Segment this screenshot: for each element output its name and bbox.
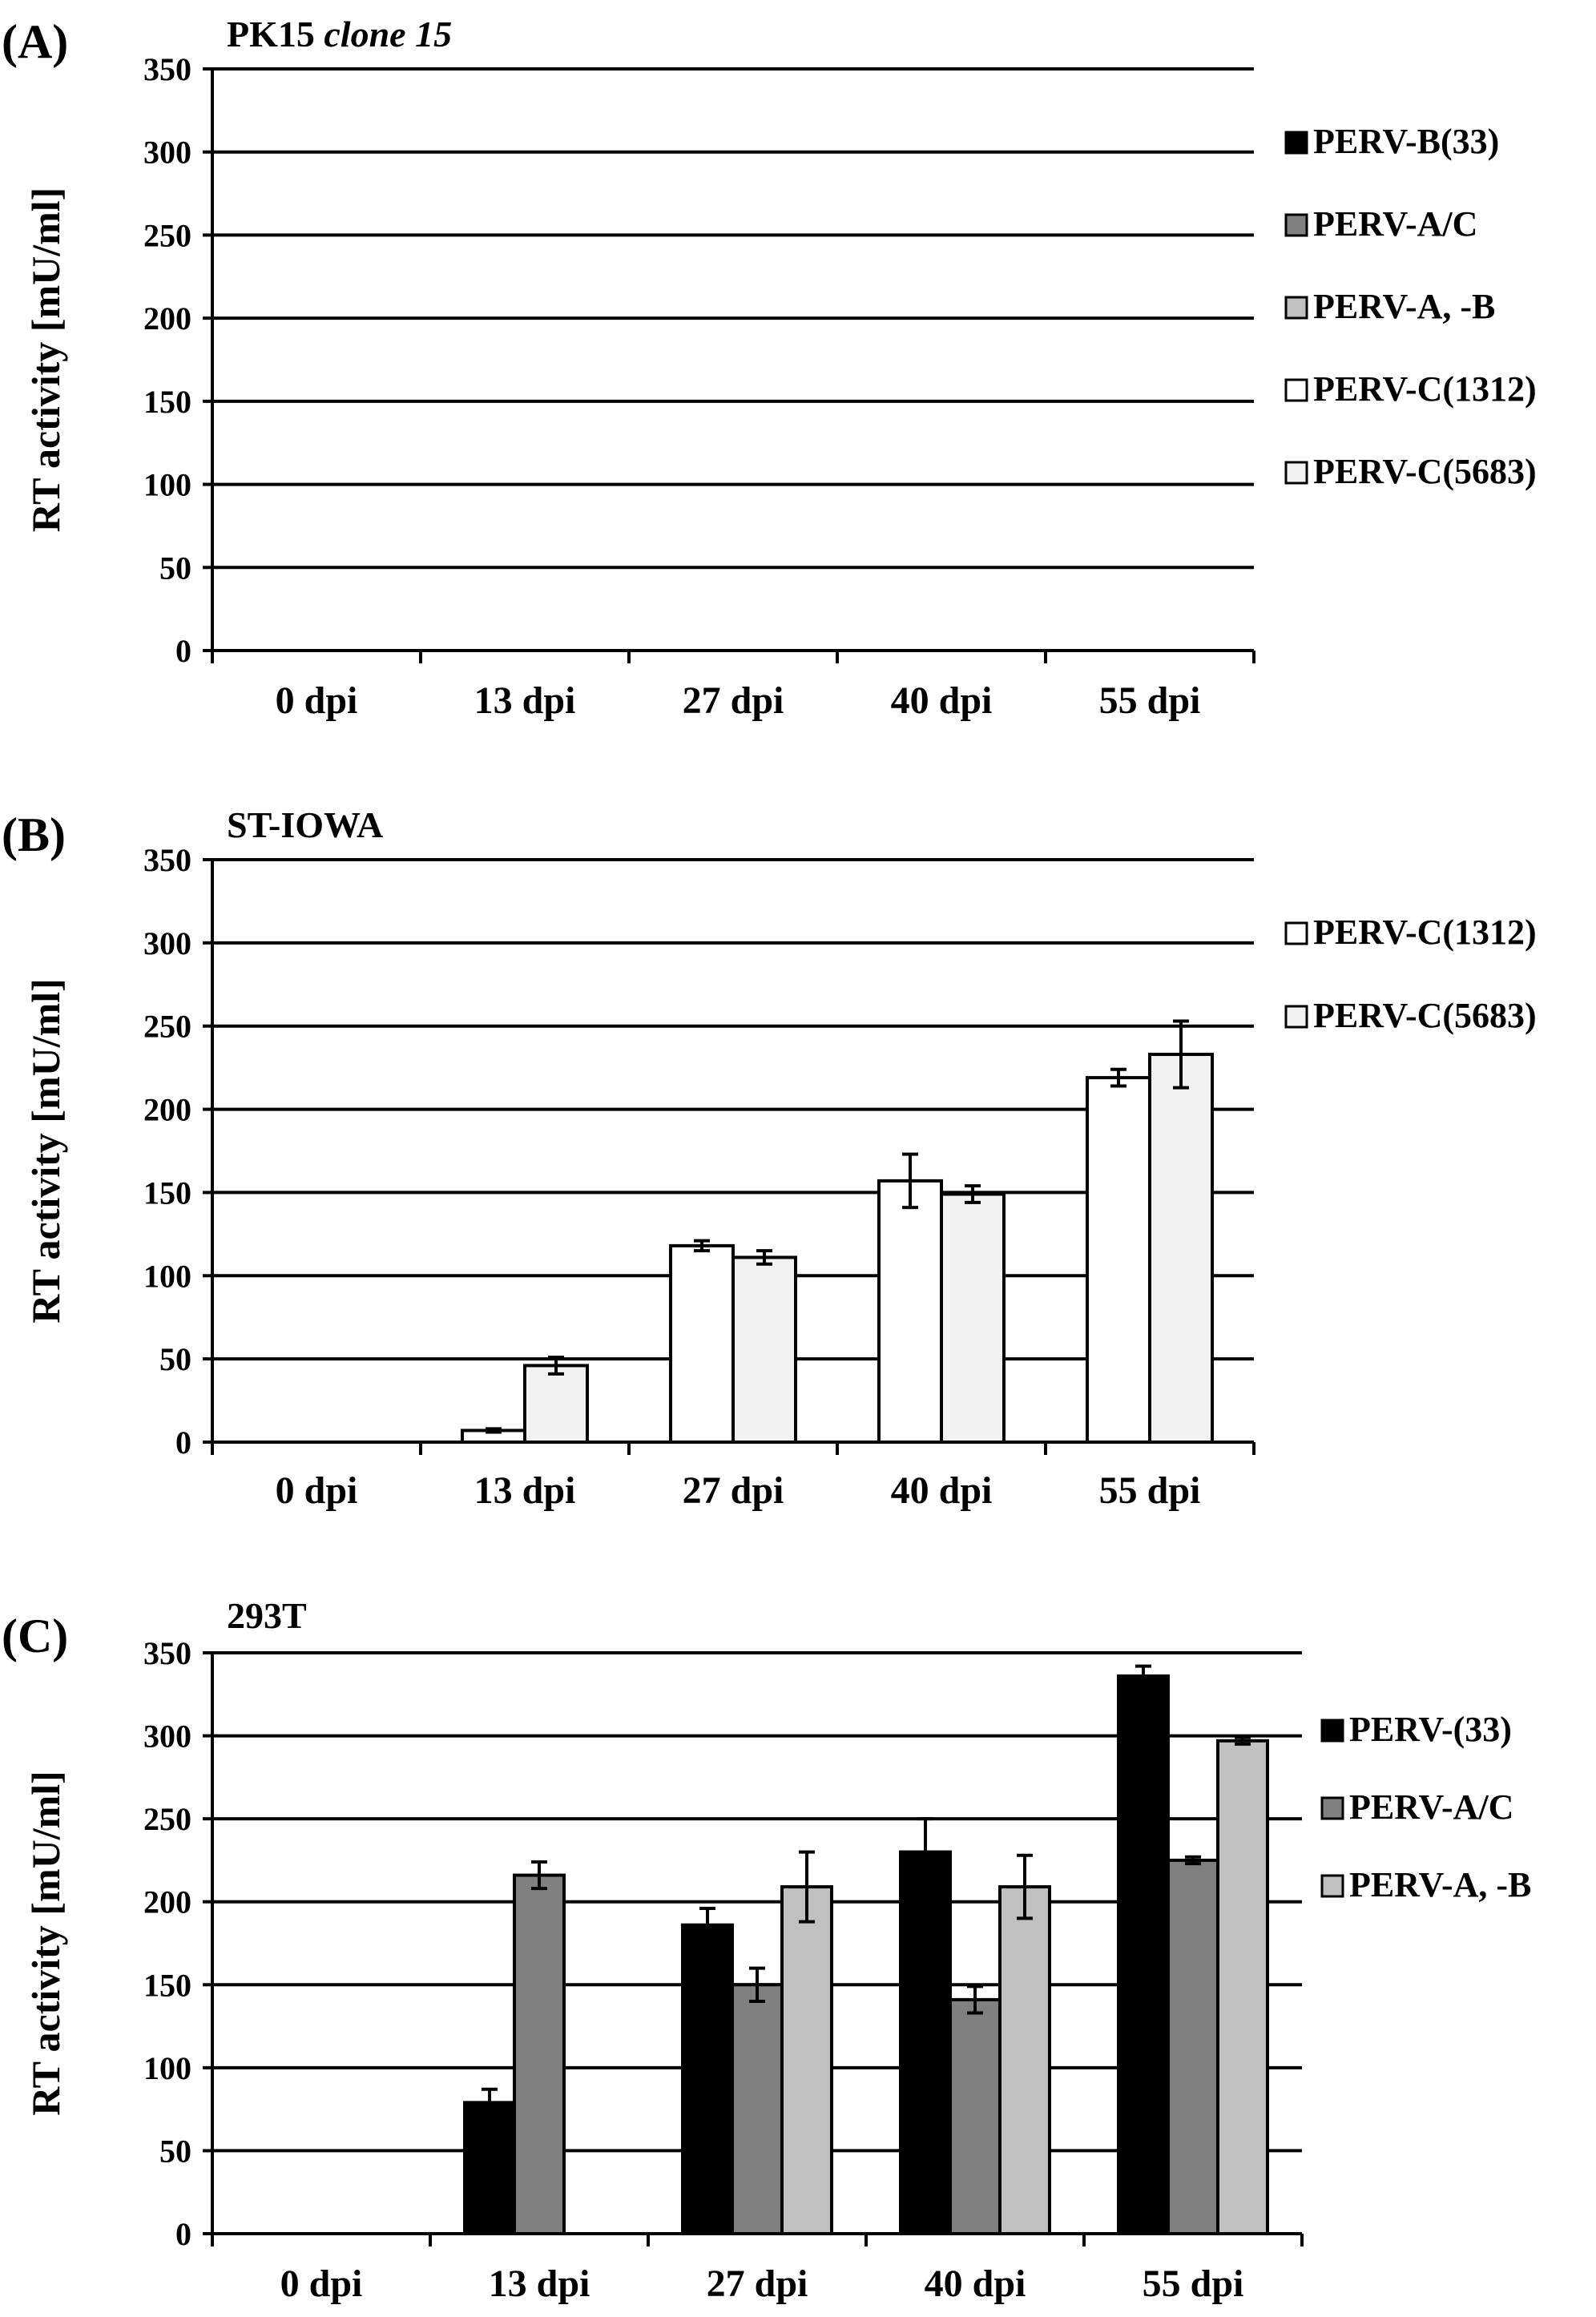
y-tick-label: 100: [143, 467, 191, 503]
bar: [732, 1255, 797, 1444]
legend-label: PERV-A, -B: [1313, 287, 1495, 326]
bar: [1216, 1739, 1269, 2235]
x-tick-label: 55 dpi: [1099, 1469, 1201, 1512]
x-tick-label: 0 dpi: [276, 1469, 358, 1512]
x-tick-label: 27 dpi: [683, 679, 784, 722]
y-axis-label: RT activity [mU/ml]: [23, 978, 68, 1324]
legend-swatch: [1284, 213, 1308, 237]
y-tick-label: 250: [143, 1009, 191, 1045]
y-tick-label: 50: [159, 550, 191, 586]
legend-swatch: [1284, 131, 1308, 155]
legend-label: PERV-C(5683): [1313, 452, 1537, 491]
chart-title: ST-IOWA: [227, 804, 383, 845]
bar: [681, 1923, 734, 2236]
legend-label: PERV-A, -B: [1349, 1865, 1531, 1904]
y-tick-label: 100: [143, 1258, 191, 1294]
chart-title: PK15 clone 15: [227, 14, 452, 54]
y-tick-label: 0: [175, 633, 191, 669]
y-tick-label: 0: [175, 1424, 191, 1461]
x-tick-label: 0 dpi: [280, 2263, 363, 2305]
panel-label: (B): [2, 808, 66, 861]
x-tick-label: 13 dpi: [474, 1469, 576, 1512]
chart-title: 293T: [227, 1595, 307, 1636]
bar: [669, 1243, 735, 1444]
x-tick-label: 13 dpi: [474, 679, 576, 722]
chart-title-main: 293T: [227, 1595, 307, 1636]
bar: [899, 1850, 952, 2236]
bar: [731, 1983, 784, 2235]
y-axis-label: RT activity [mU/ml]: [23, 187, 68, 533]
y-tick-label: 50: [159, 1341, 191, 1377]
x-tick-label: 40 dpi: [891, 1469, 993, 1512]
x-tick-label: 55 dpi: [1143, 2263, 1244, 2305]
x-tick-label: 0 dpi: [276, 679, 358, 722]
legend-swatch: [1320, 1796, 1344, 1820]
y-tick-label: 300: [143, 1719, 191, 1755]
chart-title-main: ST-IOWA: [227, 804, 383, 845]
legend-swatch: [1284, 921, 1308, 945]
legend-swatch: [1284, 1005, 1308, 1029]
bar: [1148, 1053, 1214, 1445]
chart-panel-c: (C) 293T 0 50 100 150 200 250 300 350 RT activity …: [2, 1595, 1531, 2305]
legend-swatch: [1320, 1719, 1344, 1743]
legend-label: PERV-C(1312): [1313, 913, 1537, 952]
panel-label: (A): [2, 15, 68, 68]
x-tick-label: 40 dpi: [891, 679, 993, 722]
legend-label: PERV-B(33): [1313, 122, 1499, 161]
y-tick-label: 300: [143, 135, 191, 171]
y-tick-label: 150: [143, 1175, 191, 1211]
chart-title-main: PK15: [227, 14, 324, 54]
x-tick-label: 27 dpi: [707, 2263, 808, 2305]
legend-swatch: [1320, 1874, 1344, 1898]
bar: [877, 1179, 943, 1444]
x-tick-label: 13 dpi: [489, 2263, 590, 2305]
chart-panel-b: (B) ST-IOWA 0 50 100 150 200 250 300 350 RT activi…: [2, 804, 1537, 1512]
bar: [1086, 1076, 1151, 1444]
y-tick-label: 200: [143, 1884, 191, 1920]
legend-swatch: [1284, 296, 1308, 320]
x-tick-label: 40 dpi: [925, 2263, 1026, 2305]
y-tick-label: 350: [143, 842, 191, 878]
bar: [940, 1192, 1006, 1445]
y-axis-label: RT activity [mU/ml]: [23, 1771, 68, 2116]
y-tick-label: 250: [143, 1801, 191, 1837]
chart-panel-a: (A) PK15 clone 15 0 50 100 150 200 250 300 350 RT …: [2, 14, 1537, 722]
legend-label: PERV-(33): [1349, 1710, 1512, 1749]
bar: [998, 1885, 1051, 2236]
bar: [780, 1885, 833, 2236]
legend-swatch: [1284, 378, 1308, 402]
y-tick-label: 350: [143, 1635, 191, 1671]
bar: [1117, 1674, 1170, 2235]
y-tick-label: 350: [143, 51, 191, 87]
chart-title-italic: clone 15: [324, 14, 452, 54]
legend-label: PERV-A/C: [1349, 1787, 1513, 1827]
y-tick-label: 250: [143, 217, 191, 253]
y-tick-label: 200: [143, 300, 191, 336]
bar: [513, 1873, 566, 2236]
y-tick-label: 300: [143, 925, 191, 961]
legend-label: PERV-A/C: [1313, 204, 1477, 244]
y-tick-label: 0: [175, 2216, 191, 2252]
x-tick-label: 55 dpi: [1099, 679, 1201, 722]
panel-label: (C): [2, 1610, 68, 1662]
bar: [1167, 1858, 1219, 2235]
legend-swatch: [1284, 461, 1308, 485]
legend-label: PERV-C(5683): [1313, 996, 1537, 1035]
y-tick-label: 150: [143, 384, 191, 420]
y-tick-label: 200: [143, 1092, 191, 1128]
legend-label: PERV-C(1312): [1313, 369, 1537, 409]
y-tick-label: 50: [159, 2133, 191, 2169]
y-tick-label: 100: [143, 2050, 191, 2086]
bar: [523, 1364, 589, 1444]
x-tick-label: 27 dpi: [683, 1469, 784, 1512]
bar: [949, 1997, 1002, 2235]
y-tick-label: 150: [143, 1967, 191, 2003]
bar: [463, 2101, 516, 2236]
